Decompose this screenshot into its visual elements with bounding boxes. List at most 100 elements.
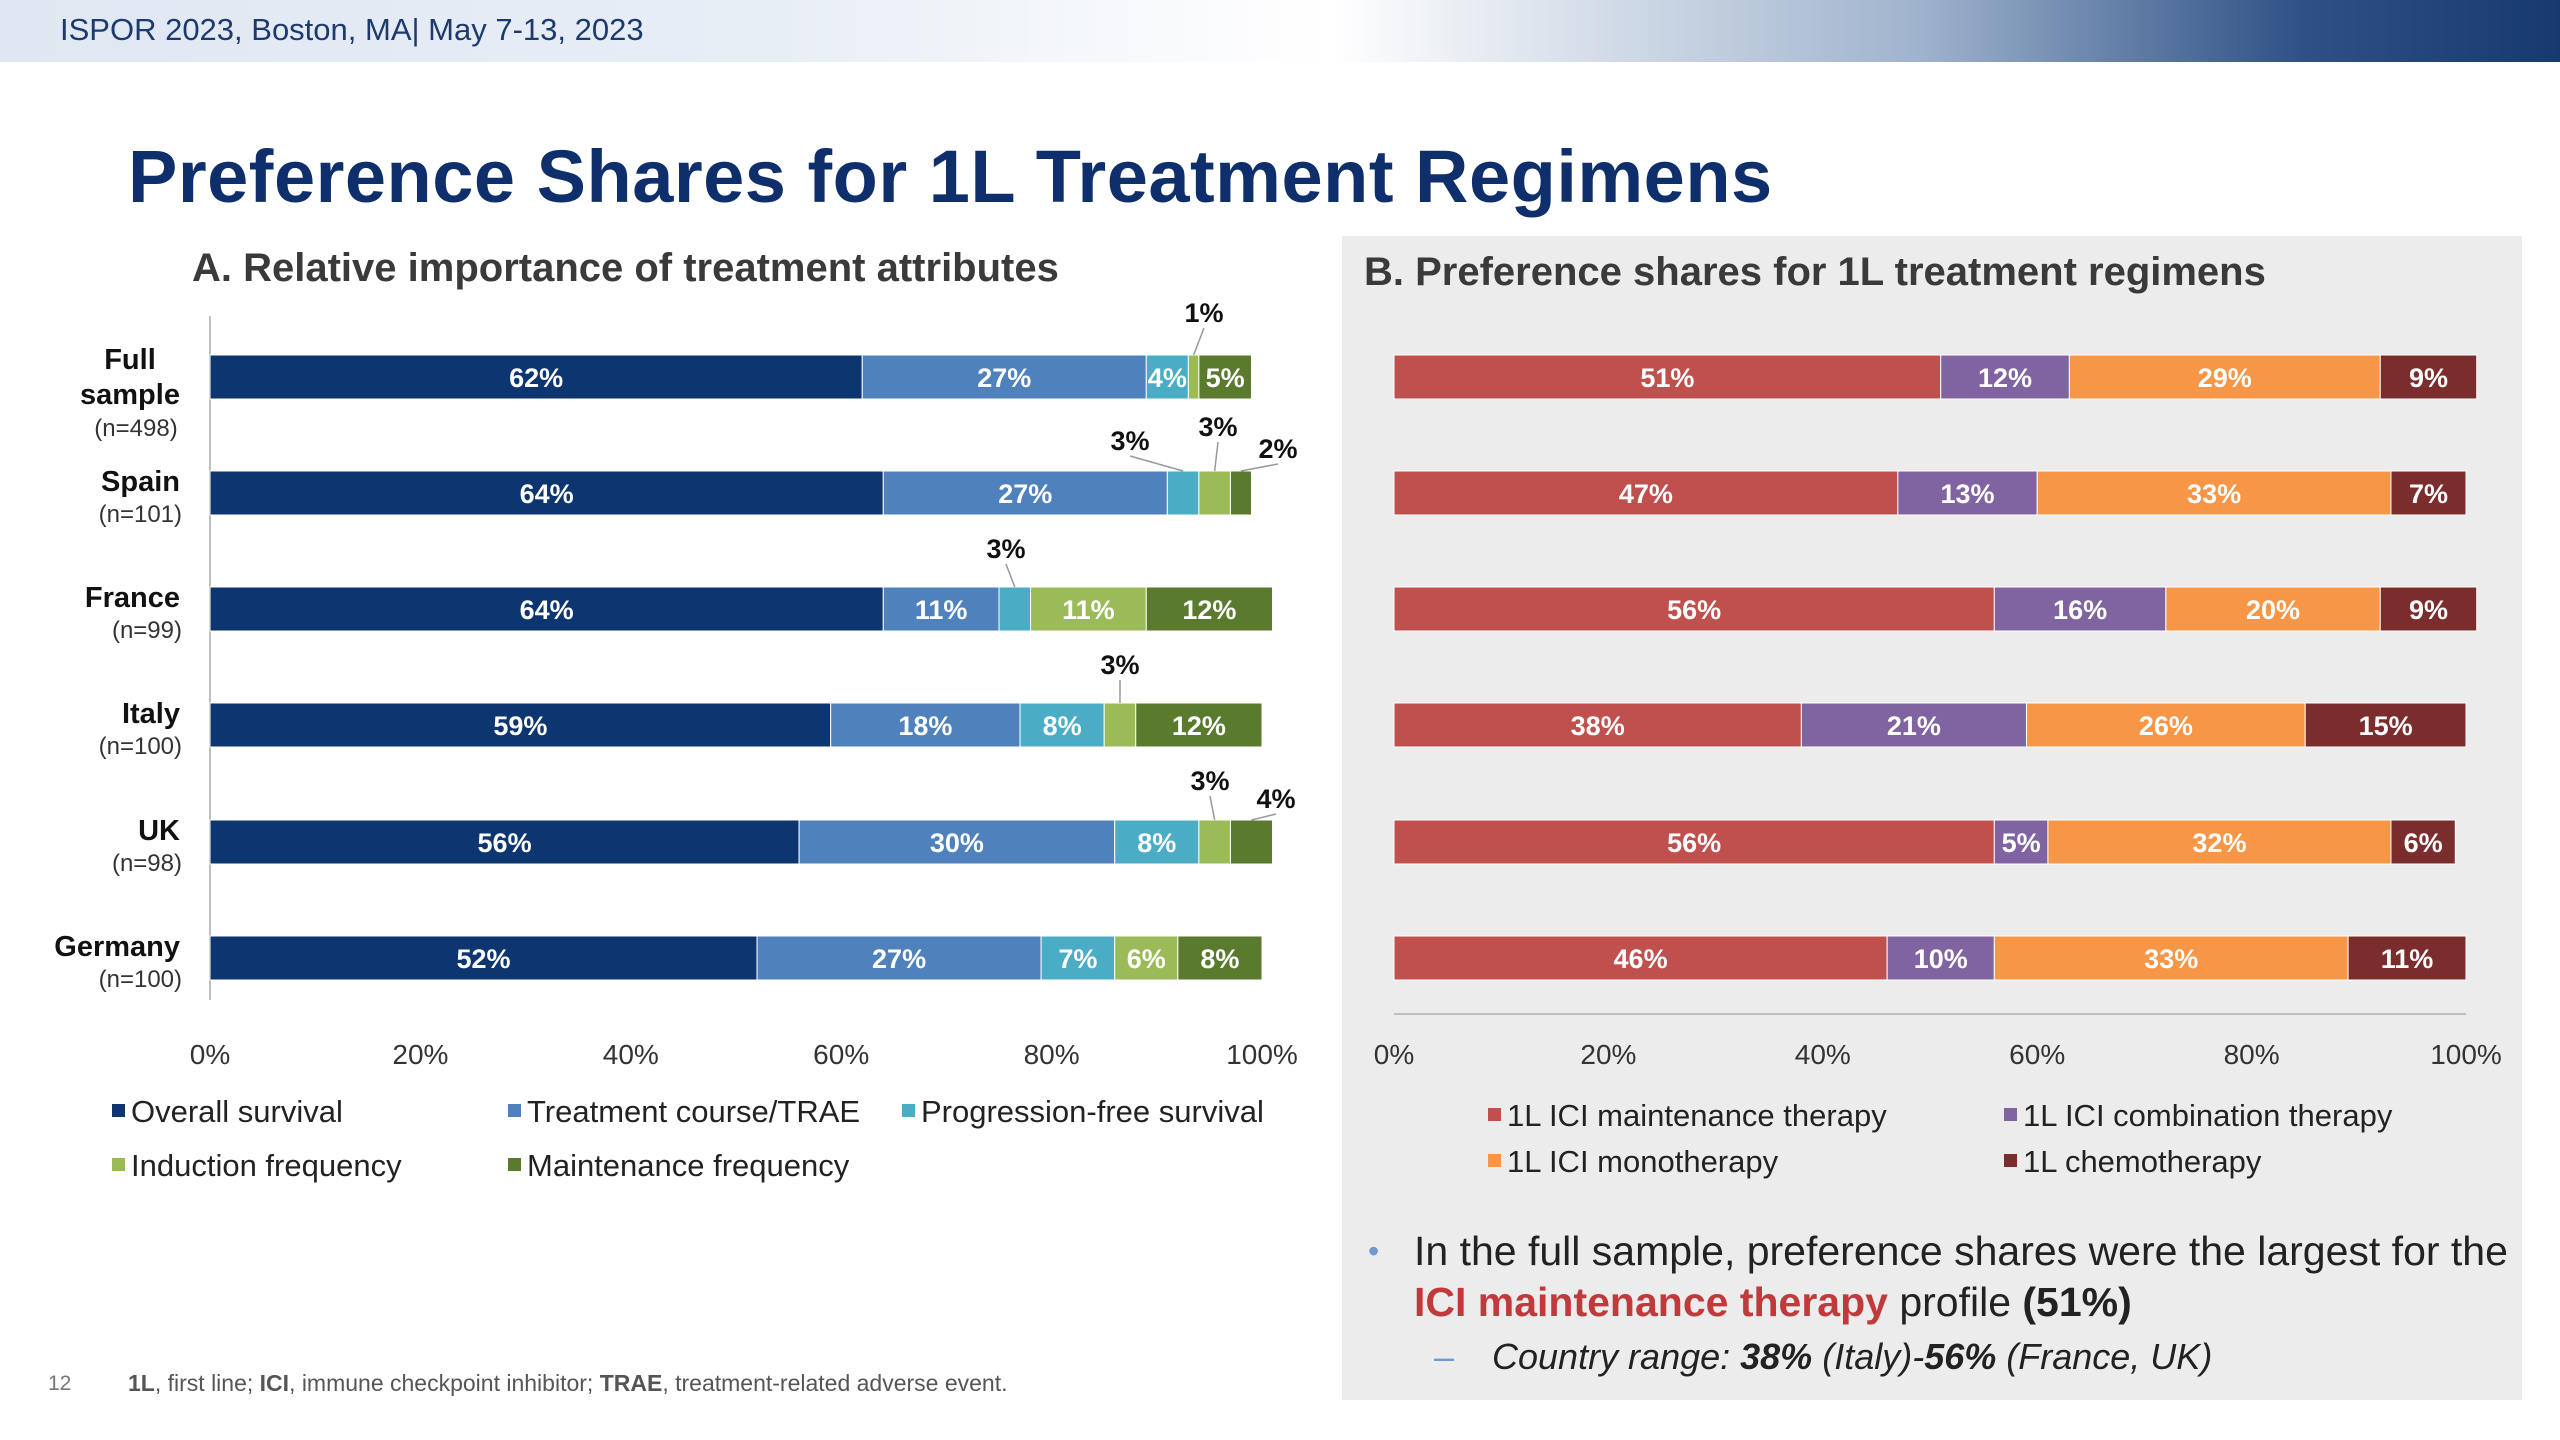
data-label: 7%	[2409, 479, 2448, 509]
callout-leader-line	[1213, 441, 1219, 472]
legend-swatch	[112, 1158, 125, 1172]
bar-segment	[2379, 354, 2478, 400]
summary-value: 56%	[1924, 1336, 1997, 1377]
legend-swatch	[902, 1104, 915, 1118]
footnote-text: , immune checkpoint inhibitor;	[289, 1370, 600, 1396]
summary-sub-bullet: – Country range: 38% (Italy)-56% (France,…	[1362, 1336, 2522, 1378]
data-label: 59%	[493, 711, 547, 741]
legend-swatch	[1488, 1108, 1501, 1122]
data-label: 38%	[1571, 711, 1625, 741]
category-label: France	[85, 582, 180, 614]
summary-highlight: ICI maintenance therapy	[1414, 1279, 1888, 1325]
bar-segment	[861, 354, 1147, 400]
data-label: 10%	[1914, 944, 1968, 974]
footnote-term: TRAE	[599, 1370, 663, 1396]
data-label: 8%	[1137, 828, 1176, 858]
bullet-dash-icon: –	[1434, 1336, 1455, 1377]
bar-segment	[1393, 935, 1888, 981]
category-n-label: (n=99)	[112, 617, 182, 644]
category-label: sample	[80, 379, 180, 411]
bar-segment	[2036, 470, 2392, 516]
callout-leader-line	[1209, 795, 1216, 821]
footnote-text: , first line;	[154, 1370, 260, 1396]
data-label: 26%	[2139, 711, 2193, 741]
legend-a-item: Treatment course/TRAE	[508, 1094, 860, 1130]
data-label: 27%	[977, 363, 1031, 393]
data-label: 64%	[520, 479, 574, 509]
bar-segment	[998, 586, 1032, 632]
category-label: Full	[104, 344, 156, 376]
category-label: Germany	[54, 931, 180, 963]
data-label-callout: 3%	[1190, 766, 1229, 796]
bar-segment	[1198, 354, 1252, 400]
x-tick-label: 40%	[603, 1039, 659, 1070]
summary-text: In the full sample, preference shares we…	[1414, 1228, 2508, 1274]
bar-segment	[1393, 819, 1995, 865]
summary-bullets: • In the full sample, preference shares w…	[1362, 1226, 2522, 1378]
bar-segment	[2165, 586, 2381, 632]
summary-bullet: • In the full sample, preference shares w…	[1362, 1226, 2522, 1328]
bar-segment	[209, 354, 863, 400]
bar-segment	[2379, 586, 2478, 632]
legend-label: Progression-free survival	[921, 1094, 1264, 1129]
data-label: 56%	[1667, 595, 1721, 625]
bar-segment	[1040, 935, 1116, 981]
bar-segment	[1198, 470, 1231, 516]
legend-swatch	[112, 1104, 125, 1118]
data-label: 12%	[1978, 363, 2032, 393]
bar-segment	[1166, 470, 1200, 516]
legend-label: 1L chemotherapy	[2023, 1144, 2262, 1179]
bar-segment	[1229, 819, 1274, 865]
bar-segment	[1145, 354, 1189, 400]
bar-segment	[2047, 819, 2392, 865]
data-label: 8%	[1043, 711, 1082, 741]
data-label: 12%	[1182, 595, 1236, 625]
bar-segment	[1145, 586, 1274, 632]
data-label: 46%	[1614, 944, 1668, 974]
x-tick-label: 100%	[2430, 1039, 2502, 1070]
x-tick-label: 20%	[1580, 1039, 1636, 1070]
x-tick-label: 80%	[2224, 1039, 2280, 1070]
legend-label: Maintenance frequency	[527, 1148, 850, 1183]
bar-segment	[1393, 586, 1995, 632]
data-label: 11%	[915, 595, 968, 625]
category-n-label: (n=98)	[112, 850, 182, 877]
legend-swatch	[2004, 1154, 2017, 1168]
bar-segment	[1229, 470, 1252, 516]
legend-label: Overall survival	[131, 1094, 343, 1129]
legend-b-item: 1L ICI combination therapy	[2004, 1098, 2392, 1134]
x-tick-label: 60%	[813, 1039, 869, 1070]
bar-segment	[1993, 586, 2167, 632]
category-label: UK	[138, 815, 180, 847]
legend-label: 1L ICI combination therapy	[2023, 1098, 2393, 1133]
legend-swatch	[508, 1158, 521, 1172]
legend-label: Treatment course/TRAE	[527, 1094, 861, 1129]
bar-segment	[1198, 819, 1231, 865]
summary-text: (Italy)-	[1812, 1336, 1925, 1377]
data-label-callout: 2%	[1258, 434, 1297, 464]
x-tick-label: 80%	[1024, 1039, 1080, 1070]
legend-swatch	[508, 1104, 521, 1118]
legend-a-item: Progression-free survival	[902, 1094, 1264, 1130]
bar-segment	[2390, 819, 2456, 865]
data-label: 56%	[1667, 828, 1721, 858]
footnote-term: ICI	[259, 1370, 290, 1396]
data-label: 6%	[2404, 828, 2443, 858]
data-label-callout: 3%	[1110, 426, 1149, 456]
header-bar: ISPOR 2023, Boston, MA| May 7-13, 2023	[0, 0, 2560, 62]
bar-segment	[209, 702, 832, 748]
footnote-text: , treatment-related adverse event.	[662, 1370, 1008, 1396]
data-label: 30%	[930, 828, 984, 858]
slide-title: Preference Shares for 1L Treatment Regim…	[128, 135, 1773, 218]
x-tick-label: 0%	[190, 1039, 230, 1070]
bar-segment	[1886, 935, 1995, 981]
legend-a-item: Overall survival	[112, 1094, 343, 1130]
footnote: 1L, first line; ICI, immune checkpoint i…	[128, 1370, 1008, 1397]
data-label-callout: 3%	[1198, 412, 1237, 442]
bar-segment	[2347, 935, 2467, 981]
data-label: 29%	[2198, 363, 2252, 393]
legend-swatch	[2004, 1108, 2017, 1122]
summary-value: (51%)	[2022, 1279, 2132, 1325]
panel-b-title: B. Preference shares for 1L treatment re…	[1364, 250, 2266, 294]
